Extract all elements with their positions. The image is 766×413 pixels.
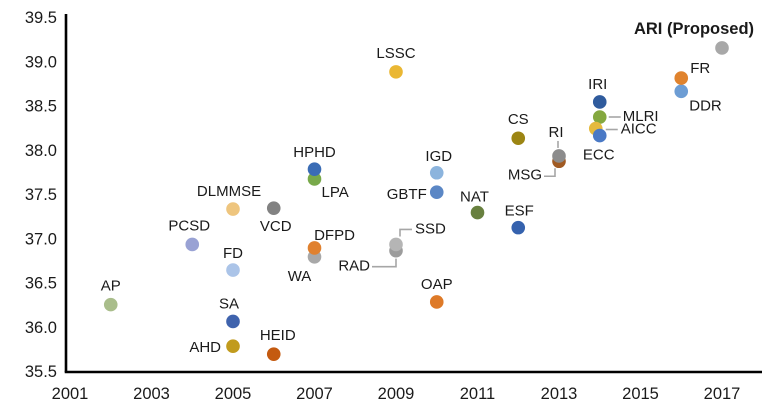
point-label-dlmmse: DLMMSE <box>197 183 261 200</box>
point-label-rad: RAD <box>338 258 370 275</box>
point-label-fd: FD <box>223 245 243 262</box>
y-tick-label: 37.5 <box>25 186 57 204</box>
y-tick-label: 36.5 <box>25 275 57 293</box>
point-label-ri: RI <box>549 124 564 141</box>
data-point-fd <box>226 263 240 277</box>
point-label-ecc: ECC <box>583 147 615 164</box>
y-tick-label: 38.0 <box>25 142 57 160</box>
x-tick-label: 2011 <box>460 385 495 403</box>
data-point-iri <box>592 95 607 109</box>
data-point-ap <box>103 297 118 312</box>
point-label-oap: OAP <box>421 276 453 293</box>
point-label-esf: ESF <box>505 203 534 220</box>
data-point-mlri <box>592 110 607 124</box>
data-point-ari-proposed- <box>715 41 729 55</box>
data-point-igd <box>429 165 444 180</box>
point-label-gbtf: GBTF <box>387 186 427 203</box>
point-label-ap: AP <box>101 278 121 295</box>
y-axis-tick-labels: 35.5 36.0 36.5 37.0 37.5 38.0 38.5 39.0 39.5 <box>25 9 57 381</box>
point-label-lssc: LSSC <box>376 45 415 62</box>
point-label-ahd: AHD <box>189 339 221 356</box>
data-point-heid <box>266 347 281 361</box>
x-tick-label: 2013 <box>541 385 578 403</box>
x-tick-label: 2015 <box>622 385 659 403</box>
data-point-lssc <box>389 65 403 79</box>
point-label-ddr: DDR <box>689 97 722 114</box>
data-point-lpa <box>307 172 322 186</box>
y-tick-label: 38.5 <box>25 98 57 116</box>
x-axis-tick-labels: 2001 2003 2005 2007 2009 2011 2013 2015 2017 <box>52 385 741 403</box>
x-tick-label: 2001 <box>52 385 89 403</box>
point-label-ari-proposed-: ARI (Proposed) <box>634 20 754 38</box>
data-point-ecc <box>592 128 607 143</box>
x-tick-label: 2009 <box>378 385 415 403</box>
point-label-iri: IRI <box>588 76 607 93</box>
x-tick-label: 2005 <box>215 385 252 403</box>
data-point-fr <box>674 71 689 85</box>
leader-line-rad <box>372 258 397 268</box>
point-label-hphd: HPHD <box>293 144 336 161</box>
point-label-fr: FR <box>690 60 710 77</box>
data-point-dfpd <box>307 241 322 255</box>
data-point-cs <box>511 131 526 146</box>
y-tick-label: 37.0 <box>25 230 57 248</box>
axes <box>64 14 762 374</box>
data-point-dlmmse <box>226 202 240 216</box>
data-point-ddr <box>674 84 689 99</box>
y-tick-label: 36.0 <box>25 319 57 337</box>
data-point-esf <box>511 220 526 235</box>
point-label-msg: MSG <box>508 166 542 183</box>
point-label-nat: NAT <box>460 189 489 206</box>
data-point-vcd <box>266 201 281 215</box>
leader-line-msg <box>544 168 556 178</box>
point-label-pcsd: PCSD <box>168 217 210 234</box>
point-label-wa: WA <box>288 268 312 285</box>
point-label-dfpd: DFPD <box>314 227 355 244</box>
point-label-vcd: VCD <box>260 218 292 235</box>
y-tick-label: 35.5 <box>25 363 57 381</box>
x-tick-label: 2017 <box>704 385 741 403</box>
point-label-sa: SA <box>219 295 239 312</box>
data-point-gbtf <box>429 185 444 200</box>
x-tick-label: 2003 <box>133 385 170 403</box>
y-tick-label: 39.5 <box>25 9 57 27</box>
data-point-labels: AP PCSD FD SA AHD HEID DLMMSE VCD LPA HPHD WA DFPD L… <box>101 20 754 356</box>
point-label-ssd: SSD <box>415 220 446 237</box>
data-point-ri <box>552 149 566 163</box>
data-point-pcsd <box>185 237 200 252</box>
data-point-nat <box>470 205 485 220</box>
point-label-cs: CS <box>508 111 529 128</box>
data-point-oap <box>429 295 444 309</box>
point-label-mlri: MLRI <box>623 108 659 125</box>
data-point-hphd <box>307 162 322 177</box>
label-leader-lines <box>372 116 621 268</box>
data-points <box>103 41 729 361</box>
y-tick-label: 39.0 <box>25 53 57 71</box>
point-label-lpa: LPA <box>322 184 349 201</box>
point-label-aicc: AICC <box>621 121 657 138</box>
data-point-sa <box>226 314 240 329</box>
data-point-ssd <box>389 237 403 252</box>
data-point-ahd <box>226 339 240 354</box>
leader-line-ssd <box>399 228 412 237</box>
point-label-igd: IGD <box>425 148 452 165</box>
point-label-heid: HEID <box>260 327 296 344</box>
x-tick-label: 2007 <box>296 385 333 403</box>
